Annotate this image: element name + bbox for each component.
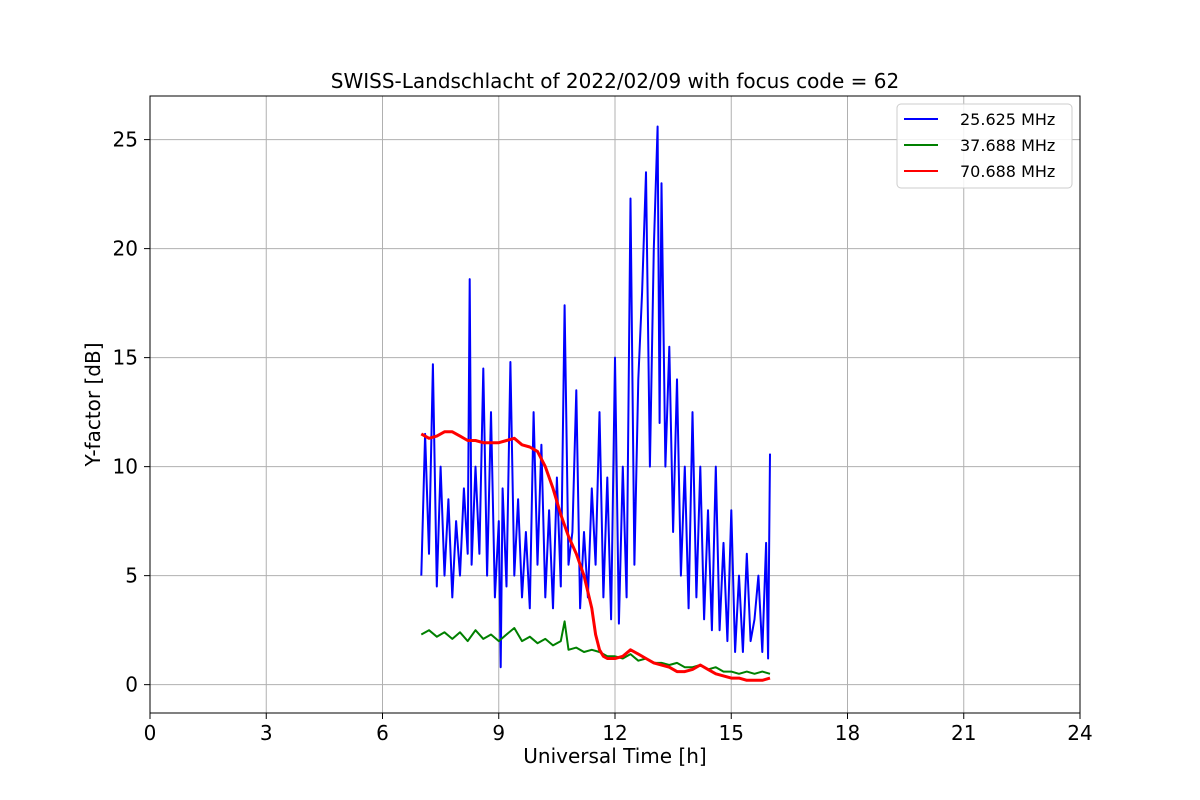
x-tick-label: 9 [492, 721, 505, 745]
legend: 25.625 MHz 37.688 MHz 70.688 MHz [896, 103, 1073, 189]
y-tick-label: 20 [113, 237, 138, 261]
y-tick-label: 5 [125, 564, 138, 588]
x-tick-label: 21 [951, 721, 976, 745]
legend-box [896, 103, 1073, 189]
x-tick-label: 18 [835, 721, 860, 745]
legend-label-2: 37.688 MHz [960, 136, 1055, 155]
x-tick-label: 0 [144, 721, 157, 745]
series-line-1 [420, 125, 771, 669]
series-layer [420, 125, 771, 682]
y-axis-label: Y-factor [dB] [81, 342, 105, 467]
x-tick-label: 15 [719, 721, 744, 745]
y-tick-label: 15 [113, 346, 138, 370]
y-tick-label: 25 [113, 128, 138, 152]
y-tick-label: 0 [125, 673, 138, 697]
x-tick-label: 12 [602, 721, 627, 745]
series-line-3 [420, 430, 771, 682]
ticks: 0 3 6 9 12 15 18 21 24 0 5 10 15 20 25 [113, 128, 1093, 745]
x-axis-label: Universal Time [h] [523, 744, 706, 768]
legend-label-1: 25.625 MHz [960, 110, 1055, 129]
series-line-2 [420, 620, 771, 675]
x-tick-label: 3 [260, 721, 273, 745]
x-tick-label: 24 [1067, 721, 1092, 745]
y-tick-label: 10 [113, 455, 138, 479]
chart-title: SWISS-Landschlacht of 2022/02/09 with fo… [331, 69, 899, 93]
legend-label-3: 70.688 MHz [960, 162, 1055, 181]
x-tick-label: 6 [376, 721, 389, 745]
